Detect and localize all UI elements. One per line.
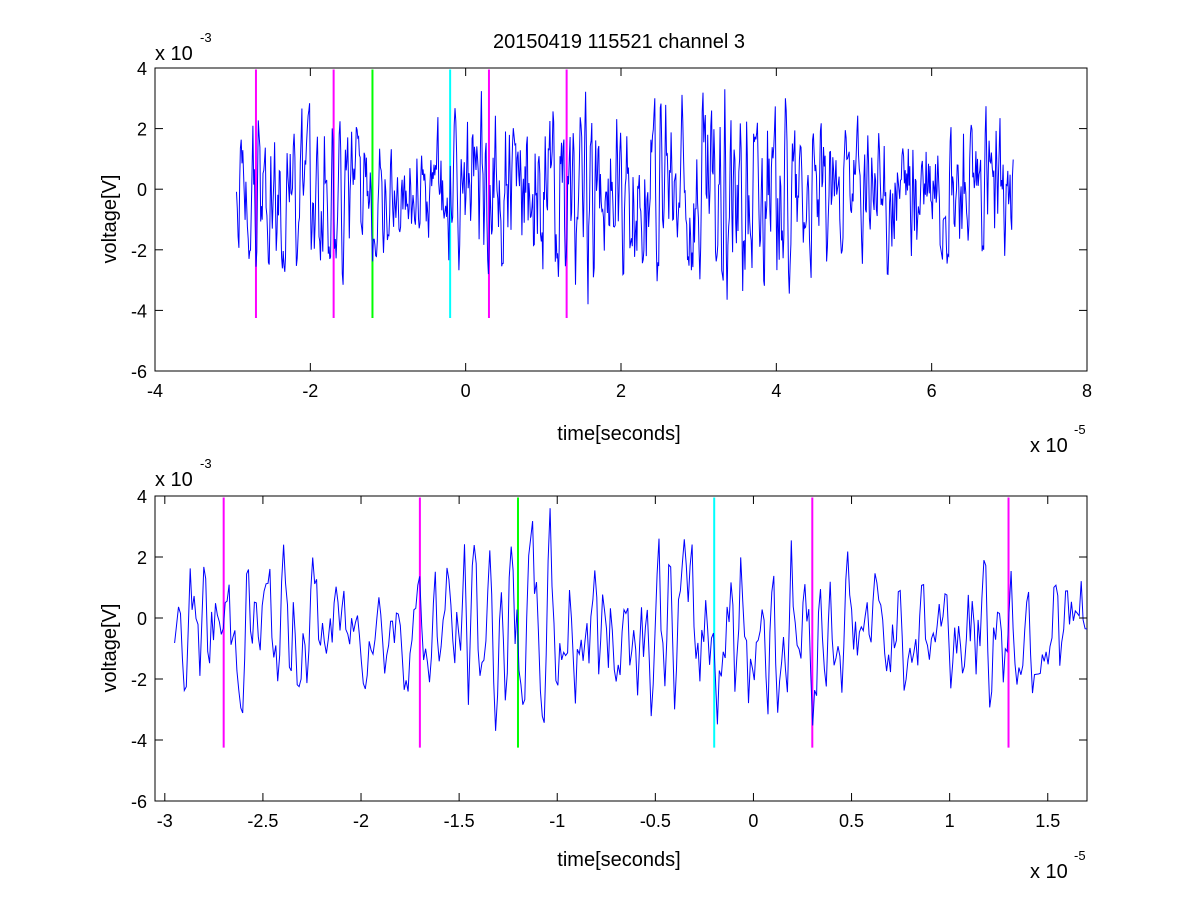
top-x-multiplier: x 10 -5 [1030, 422, 1086, 457]
bottom-x-multiplier-base: x 10 [1030, 861, 1068, 883]
top-y-ticks: -6 -4 -2 0 2 4 [131, 59, 1087, 382]
bottom-x-tick-label: 1 [945, 811, 955, 831]
top-plot: 20150419 115521 channel 3 x 10 -3 -6-4-2… [99, 30, 1092, 457]
bottom-markers [222, 497, 1010, 748]
bottom-plot: x 10 -3 -6 -4 -2 0 2 4 -3 -2.5 -2 -1.5 -1 -0.5 0 0.5… [99, 456, 1088, 883]
top-x-multiplier-base: x 10 [1030, 435, 1068, 457]
bottom-x-axis-label: time[seconds] [557, 849, 680, 871]
top-x-ticks: -4 -2 0 2 4 6 8 [147, 68, 1092, 401]
top-x-tick-label: 2 [616, 381, 626, 401]
top-y-axis-label: voltage[V] [99, 175, 121, 264]
top-y-tick-label: 4 [137, 59, 147, 79]
bottom-y-tick-label: 2 [137, 548, 147, 568]
top-y-multiplier-base: x 10 [155, 43, 193, 65]
bottom-x-multiplier: x 10 -5 [1030, 848, 1086, 883]
top-x-tick-label: 8 [1082, 381, 1092, 401]
bottom-y-multiplier-exponent: -3 [200, 456, 212, 471]
bottom-x-tick-label: -2.5 [247, 811, 278, 831]
top-y-tick-label: -4 [131, 301, 147, 321]
bottom-x-tick-label: 1.5 [1035, 811, 1060, 831]
bottom-plot-area [154, 495, 1088, 802]
chart-title: 20150419 115521 channel 3 [493, 31, 745, 53]
top-y-tick-label: 0 [137, 180, 147, 200]
bottom-signal-line [174, 508, 1088, 731]
bottom-y-tick-label: -2 [131, 670, 147, 690]
top-x-tick-label: -4 [147, 381, 163, 401]
bottom-x-multiplier-exponent: -5 [1074, 848, 1086, 863]
top-x-multiplier-exponent: -5 [1074, 422, 1086, 437]
bottom-y-multiplier: x 10 -3 [155, 456, 212, 491]
bottom-x-tick-label: -0.5 [640, 811, 671, 831]
bottom-y-tick-label: -4 [131, 731, 147, 751]
bottom-x-ticks: -3 -2.5 -2 -1.5 -1 -0.5 0 0.5 1 1.5 [157, 496, 1060, 831]
bottom-x-tick-label: -3 [157, 811, 173, 831]
bottom-y-ticks: -6 -4 -2 0 2 4 [131, 487, 1087, 812]
top-x-tick-label: 0 [461, 381, 471, 401]
top-x-tick-label: 6 [927, 381, 937, 401]
bottom-y-multiplier-base: x 10 [155, 469, 193, 491]
bottom-y-tick-label: 0 [137, 609, 147, 629]
bottom-y-tick-label: -6 [131, 792, 147, 812]
bottom-x-tick-label: -1 [549, 811, 565, 831]
top-y-multiplier-exponent: -3 [200, 30, 212, 45]
bottom-x-tick-label: 0.5 [839, 811, 864, 831]
bottom-x-tick-label: -2 [353, 811, 369, 831]
bottom-x-tick-label: 0 [748, 811, 758, 831]
bottom-y-tick-label: 4 [137, 487, 147, 507]
bottom-x-tick-label: -1.5 [444, 811, 475, 831]
top-y-tick-label: -6 [131, 362, 147, 382]
top-y-tick-label: -2 [131, 241, 147, 261]
top-signal-line [236, 89, 1014, 305]
top-y-tick-label: 2 [137, 120, 147, 140]
top-y-multiplier: x 10 -3 [155, 30, 212, 65]
top-plot-area [154, 67, 1088, 372]
top-x-axis-label: time[seconds] [557, 423, 680, 445]
top-markers [254, 69, 568, 318]
top-x-tick-label: -2 [302, 381, 318, 401]
bottom-y-axis-label: voltage[V] [99, 604, 121, 693]
top-x-tick-label: 4 [771, 381, 781, 401]
